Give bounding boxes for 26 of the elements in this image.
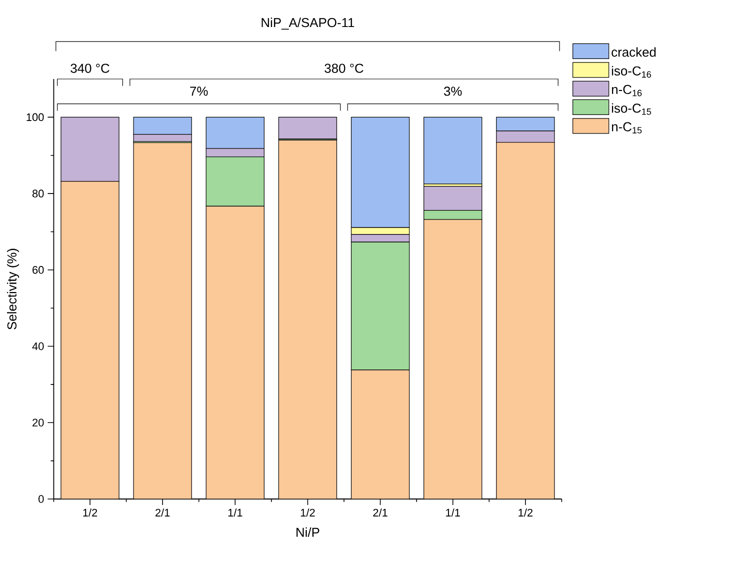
x-axis-title: Ni/P xyxy=(296,527,320,537)
x-tick-label: 2/1 xyxy=(373,508,388,517)
legend-label: n-C$_{16}$ xyxy=(612,84,642,96)
text: 340 °C xyxy=(70,64,110,73)
y-tick-label: 100 xyxy=(26,113,44,122)
y-tick-label: 80 xyxy=(32,190,44,198)
legend-label: cracked xyxy=(612,47,656,57)
annotation: 3% xyxy=(444,86,462,96)
y-tick-label: 40 xyxy=(32,342,44,350)
chart-title: NiP_A/SAPO-11 xyxy=(262,18,354,30)
text: 380 °C xyxy=(324,64,364,73)
x-tick-label: 1/2 xyxy=(300,508,315,517)
y-tick-label: 20 xyxy=(32,418,44,427)
y-axis-title: Selectivity (%) xyxy=(6,248,20,330)
annotation: 7% xyxy=(190,86,208,96)
x-tick-label: 1/1 xyxy=(446,508,460,517)
y-tick-label: 60 xyxy=(32,266,44,274)
legend-label: iso-C$_{16}$ xyxy=(612,66,652,78)
y-tick-label: 0 xyxy=(38,495,44,503)
x-tick-label: 1/1 xyxy=(228,508,242,517)
x-tick-label: 2/1 xyxy=(156,508,170,517)
bar xyxy=(424,116,482,184)
x-tick-label: 1/2 xyxy=(518,508,532,517)
legend-label: iso-C$_{15}$ xyxy=(612,103,652,115)
x-tick-label: 1/2 xyxy=(83,508,98,517)
legend-label: n-C$_{15}$ xyxy=(612,122,642,134)
